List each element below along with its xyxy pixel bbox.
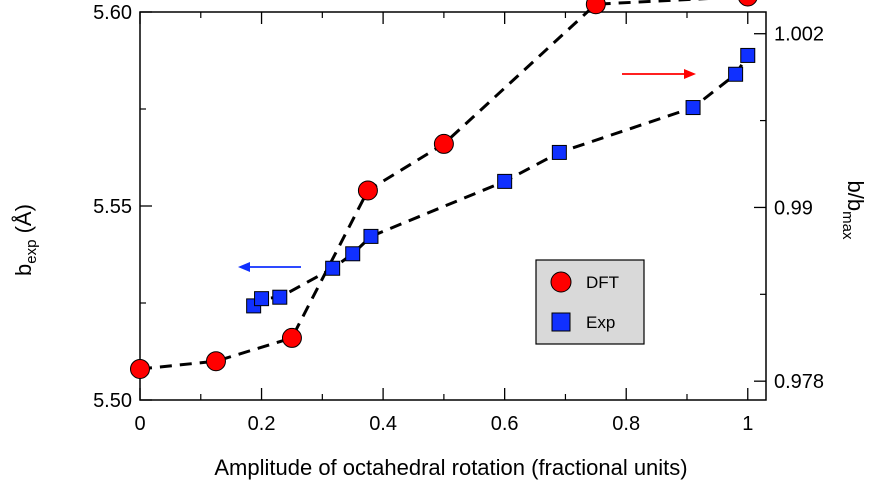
axis-arrows: [238, 69, 696, 272]
y-axis-right: 0.978 0.99 1.002: [754, 24, 824, 393]
y-left-tick-label: 5.50: [93, 390, 132, 412]
legend: DFT Exp: [535, 259, 645, 345]
y-axis-right-label: b/bmax: [839, 181, 868, 240]
point-exp: [325, 260, 341, 276]
plot-border: [139, 11, 767, 401]
point-dft: [738, 0, 758, 7]
point-exp: [345, 246, 361, 262]
series-line-dft: [139, 0, 709, 371]
point-dft: [357, 180, 378, 201]
point-exp: [363, 228, 379, 244]
point-dft: [205, 351, 226, 372]
point-exp: [740, 47, 756, 63]
y-left-sub: exp: [23, 240, 40, 264]
x-tick-label: 0.2: [248, 413, 276, 435]
y-right-tick-label: 1.002: [774, 24, 824, 46]
x-axis: 0 0.2 0.4 0.6 0.8 1: [134, 12, 753, 435]
x-axis-label: Amplitude of octahedral rotation (fracti…: [214, 455, 687, 480]
x-tick-label: 0: [134, 413, 145, 435]
plot-frame: [139, 11, 767, 401]
point-dft: [281, 327, 302, 348]
y-right-tick-label: 0.99: [774, 197, 813, 219]
point-exp: [272, 289, 288, 305]
y-right-tick-label: 0.978: [774, 371, 824, 393]
x-tick-label: 0.4: [369, 413, 397, 435]
y-left-unit: (Å): [11, 204, 36, 239]
point-exp: [497, 173, 513, 189]
y-right-sub: max: [839, 211, 856, 240]
legend-exp-marker: [551, 312, 571, 332]
point-exp: [254, 291, 270, 307]
point-dft: [130, 358, 150, 379]
y-axis-left: 5.50 5.55 5.60: [93, 2, 152, 412]
y-axis-left-label: bexp (Å): [11, 204, 40, 276]
legend-exp-label: Exp: [586, 313, 615, 332]
point-exp: [685, 100, 701, 116]
arrow-left-head: [238, 262, 250, 272]
legend-dft-marker: [550, 271, 572, 293]
point-dft: [585, 0, 606, 15]
y-right-main: b/b: [843, 181, 868, 212]
series-lines: [139, 0, 750, 371]
y-left-main: b: [11, 264, 36, 276]
y-left-tick-label: 5.55: [93, 196, 132, 218]
x-tick-label: 0.6: [491, 413, 519, 435]
x-tick-label: 0.8: [612, 413, 640, 435]
point-exp: [551, 144, 567, 160]
point-dft: [433, 133, 454, 154]
x-tick-label: 1: [742, 413, 753, 435]
y-left-tick-label: 5.60: [93, 2, 132, 24]
series-points: [130, 0, 758, 379]
arrow-right-head: [684, 69, 696, 79]
point-exp: [728, 66, 744, 82]
legend-dft-label: DFT: [586, 273, 619, 292]
